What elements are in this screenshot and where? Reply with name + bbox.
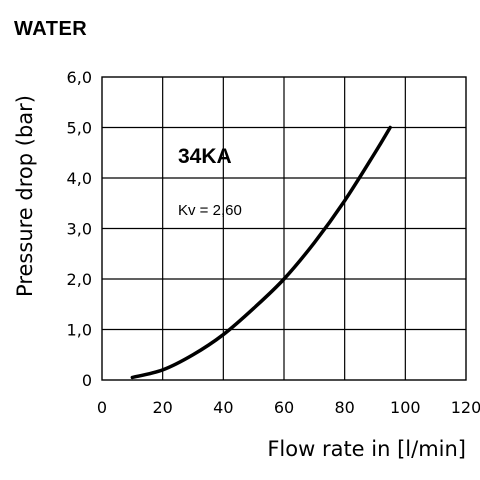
x-tick-label: 60 — [274, 398, 294, 417]
y-tick-labels: 0 1,0 2,0 3,0 4,0 5,0 6,0 — [67, 68, 92, 390]
plot-border — [101, 76, 467, 381]
y-tick-label: 3,0 — [67, 220, 92, 239]
x-tick-label: 100 — [390, 398, 421, 417]
y-tick-label: 2,0 — [67, 270, 92, 289]
grid — [102, 77, 466, 380]
series-name-label: 34KA — [178, 145, 232, 168]
chart-title: WATER — [14, 18, 88, 40]
y-tick-label: 5,0 — [67, 119, 92, 138]
y-axis-label: Pressure drop (bar) — [13, 95, 37, 297]
y-tick-label: 6,0 — [67, 68, 92, 87]
x-tick-label: 20 — [152, 398, 172, 417]
x-tick-label: 80 — [334, 398, 354, 417]
x-tick-labels: 0 20 40 60 80 100 120 — [97, 398, 480, 417]
y-tick-label: 4,0 — [67, 169, 92, 188]
plot-frame — [101, 76, 467, 381]
y-tick-label: 1,0 — [67, 321, 92, 340]
series-line-34ka — [130, 125, 392, 380]
x-tick-label: 120 — [451, 398, 480, 417]
x-tick-label: 0 — [97, 398, 107, 417]
x-axis-label: Flow rate in [l/min] — [267, 437, 466, 461]
series — [130, 125, 392, 380]
kv-annotation: Kv = 2,60 — [178, 202, 242, 219]
y-tick-label: 0 — [82, 371, 92, 390]
x-tick-label: 40 — [213, 398, 233, 417]
